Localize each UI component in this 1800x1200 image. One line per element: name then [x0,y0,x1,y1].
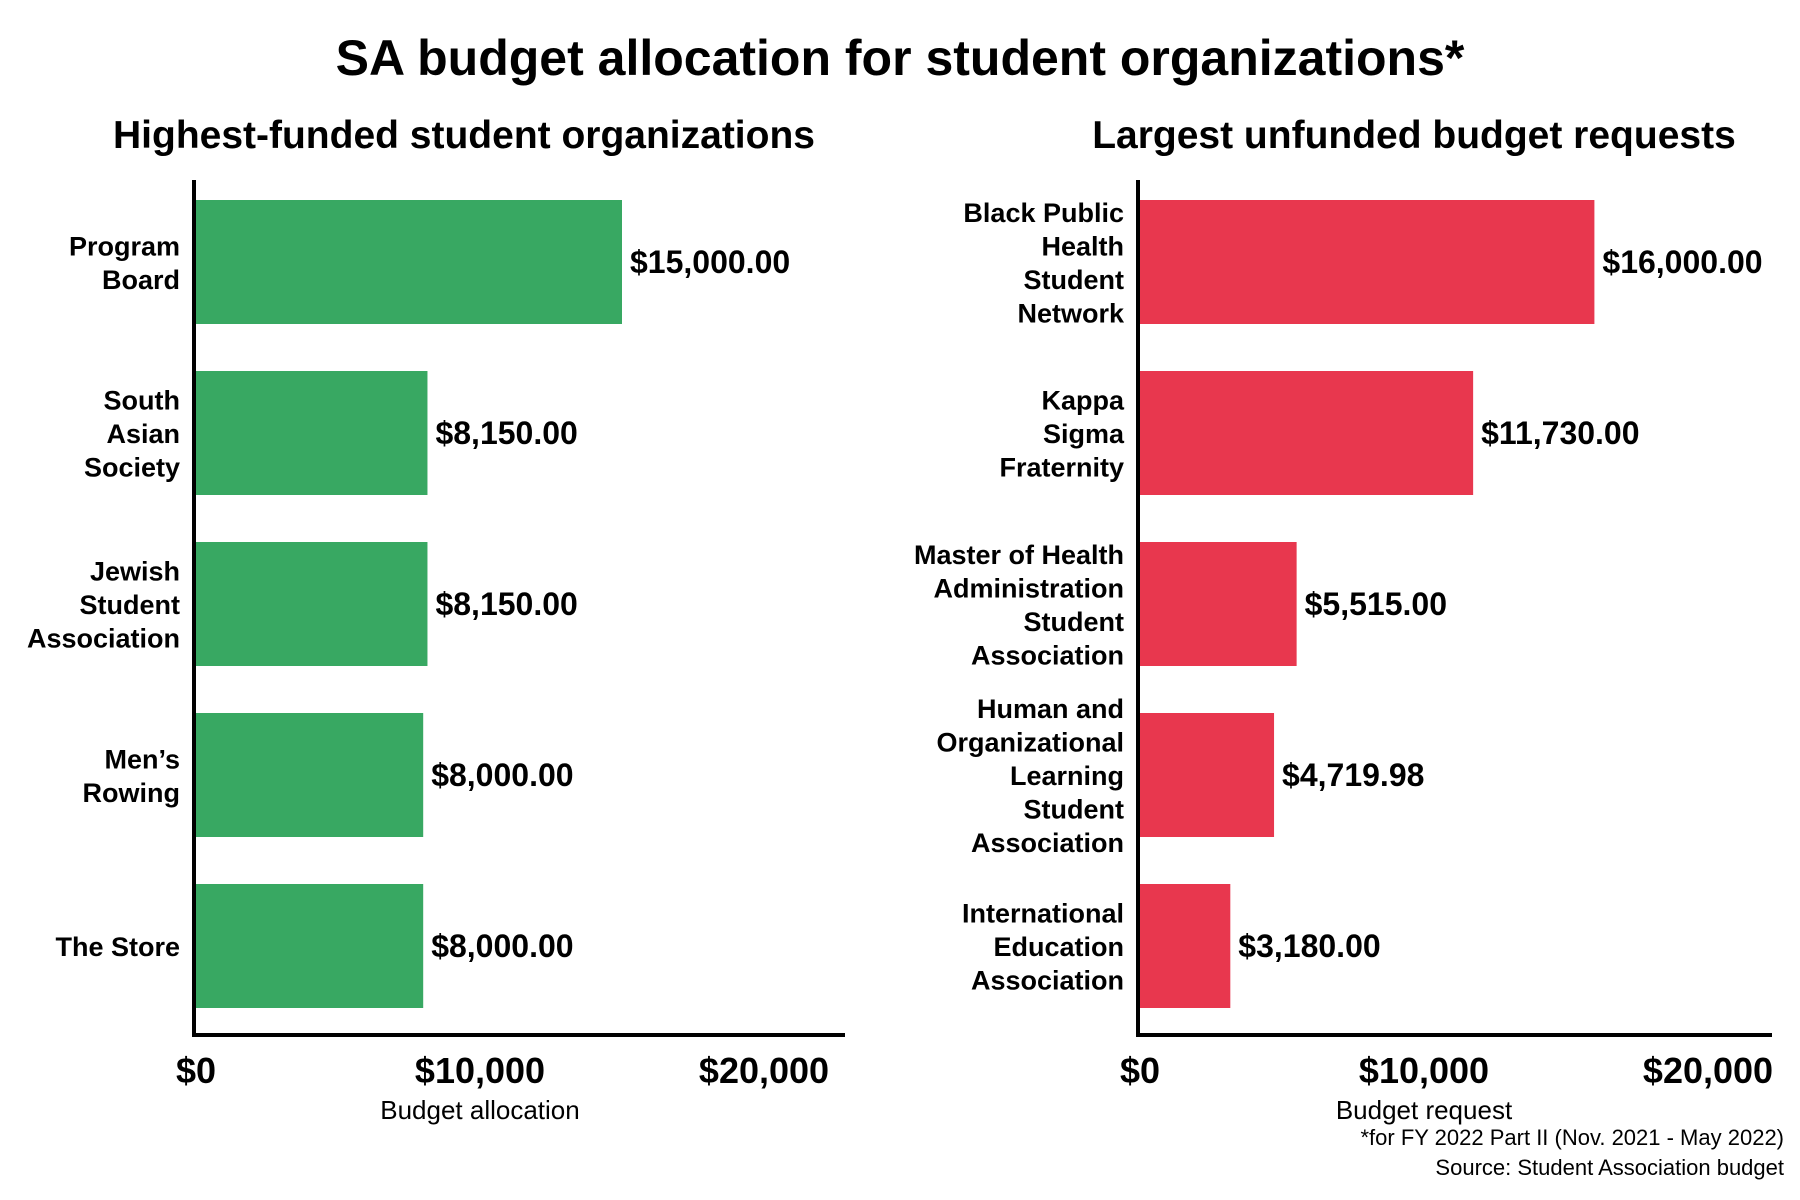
chart-panel-unfunded-requests: Largest unfunded budget requests $16,000.… [914,114,1773,1125]
source-note: Source: Student Association budget [1435,1155,1784,1180]
x-axis-title: Budget request [1336,1095,1513,1125]
bar-value-label: $16,000.00 [1602,244,1762,280]
x-tick-label: $10,000 [1359,1050,1489,1091]
bar-value-label: $11,730.00 [1481,415,1639,451]
category-label: Men’s Rowing [83,744,180,808]
bar-value-label: $15,000.00 [630,244,790,280]
bar-value-label: $8,000.00 [431,928,573,964]
bar [1140,713,1275,837]
x-tick-label: $0 [176,1050,216,1091]
x-tick-label: $10,000 [415,1050,545,1091]
category-label: Black Public Health Student Network [963,198,1125,329]
category-label: The Store [55,932,180,962]
bar [1140,542,1297,666]
bar [196,542,428,666]
x-tick-label: $20,000 [1643,1050,1773,1091]
bar-value-label: $8,000.00 [431,757,573,793]
footnote: *for FY 2022 Part II (Nov. 2021 - May 20… [1361,1125,1785,1150]
chart-panel-highest-funded: Highest-funded student organizations $15,… [27,114,845,1125]
bar-value-label: $3,180.00 [1238,928,1380,964]
category-label: International Education Association [962,899,1124,996]
x-tick-label: $0 [1120,1050,1160,1091]
x-axis-title: Budget allocation [380,1095,579,1125]
category-label: Jewish Student Association [27,557,180,654]
chart-main-title: SA budget allocation for student organiz… [336,30,1465,86]
bar-value-label: $8,150.00 [435,415,577,451]
panel-title: Largest unfunded budget requests [1092,114,1736,157]
bar-value-label: $8,150.00 [435,586,577,622]
bar [196,713,424,837]
bar [196,371,428,495]
bar [1140,200,1595,324]
category-label: Master of Health Administration Student Ass… [914,540,1124,671]
category-label: Human and Organizational Learning Student As… [936,694,1124,858]
bar [1140,884,1231,1008]
category-label: Program Board [69,231,180,295]
category-label: Kappa Sigma Fraternity [999,386,1125,483]
bar-value-label: $5,515.00 [1305,586,1447,622]
bar [196,884,424,1008]
bar [196,200,622,324]
category-label: South Asian Society [84,386,180,483]
x-tick-label: $20,000 [699,1050,829,1091]
bar [1140,371,1474,495]
bar-value-label: $4,719.98 [1282,757,1424,793]
panel-title: Highest-funded student organizations [113,114,815,157]
